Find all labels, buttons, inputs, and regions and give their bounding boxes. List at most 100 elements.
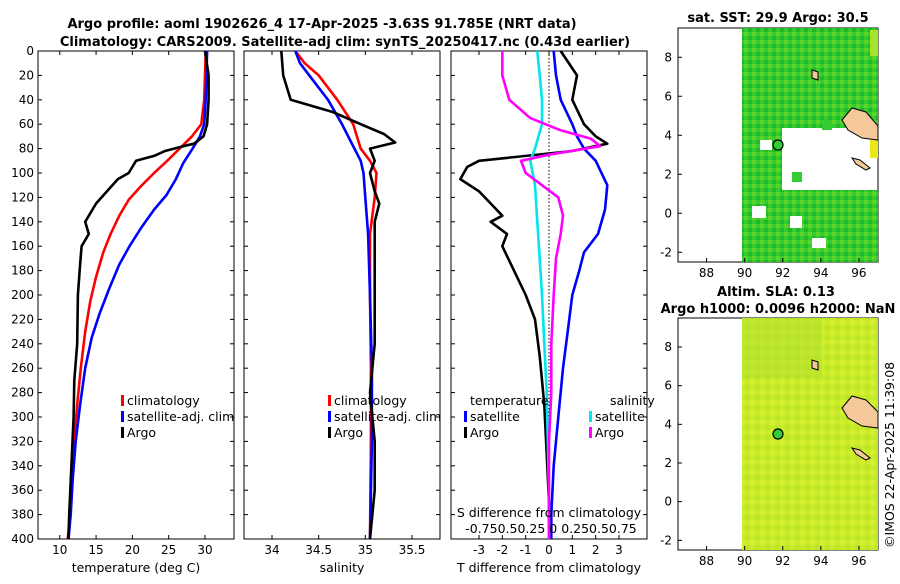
depth-tick-label: 120 [11, 190, 34, 204]
depth-tick-label: 240 [11, 337, 34, 351]
legend-label: Argo [470, 425, 499, 440]
depth-tick-label: 80 [19, 142, 34, 156]
map-lon-label: 90 [737, 266, 752, 280]
map-lat-label: 8 [664, 50, 672, 64]
map-lat-label: -2 [660, 245, 672, 259]
sla-field-shade [742, 318, 822, 378]
imos-timestamp: ©IMOS 22-Apr-2025 11:39:08 [882, 362, 897, 548]
depth-tick-label: 140 [11, 215, 34, 229]
legend-label: Argo [127, 425, 156, 440]
x-tick-label: 30 [197, 543, 212, 557]
sst-field [742, 28, 878, 262]
figure-title-line2: Climatology: CARS2009. Satellite-adj cli… [60, 35, 630, 50]
legend-swatch [464, 411, 467, 422]
map-lat-label: 6 [664, 89, 672, 103]
sla-map-axes: 88 90 92 94 96 -2 0 2 4 6 8 [660, 340, 867, 568]
map-lat-label: -2 [660, 533, 672, 547]
depth-tick-label: 40 [19, 93, 34, 107]
legend-label: satellite [595, 409, 645, 424]
legend-title-salinity: salinity [610, 393, 655, 408]
sumatra-coast [841, 107, 879, 141]
sst-patch [870, 140, 878, 158]
map-lon-label: 92 [775, 266, 790, 280]
salinity-x-axis: 34 34.5 35 35.5 [264, 51, 425, 557]
map-lon-label: 94 [813, 266, 828, 280]
legend-label: climatology [334, 393, 407, 408]
depth-tick-label: 360 [11, 483, 34, 497]
depth-tick-label: 320 [11, 434, 34, 448]
sst-patch [792, 172, 802, 182]
depth-tick-label: 260 [11, 361, 34, 375]
series-line-argo [280, 50, 397, 540]
depth-tick-label: 200 [11, 288, 34, 302]
x-tick-label: -1 [520, 543, 532, 557]
series-line-satellite-adj-clim [294, 50, 374, 540]
series-line-satellite-adj-clim [67, 50, 209, 540]
sst-field-west [742, 128, 782, 262]
sst-patch [870, 30, 878, 56]
temperature-panel: 0 20 40 60 80 100 120 140 160 180 200 220 240 260 280 3… [11, 44, 235, 575]
depth-tick-label: 180 [11, 264, 34, 278]
x-tick-label: 1 [569, 543, 577, 557]
x-tick-label: -3 [473, 543, 485, 557]
argo-location-marker [772, 428, 784, 440]
series-line-t-satellite [550, 50, 609, 539]
sst-map-axes: 88 90 92 94 96 -2 0 2 4 6 8 [660, 50, 867, 280]
series-line-climatology [66, 50, 207, 540]
legend-swatch [121, 395, 124, 406]
x-tick-label: 34.5 [305, 543, 332, 557]
map-lon-label: 88 [699, 554, 714, 568]
s-difference-label: S difference from climatology [457, 505, 642, 520]
series-line-s-satellite [529, 50, 551, 539]
map-lat-label: 2 [664, 456, 672, 470]
depth-tick-label: 380 [11, 508, 34, 522]
s-difference-ticks: -0.750.50.25 0 0.250.50.75 [465, 521, 637, 536]
x-tick-label: -2 [496, 543, 508, 557]
legend-swatch [328, 411, 331, 422]
map-lat-label: 8 [664, 340, 672, 354]
x-tick-label: 10 [52, 543, 67, 557]
map-lon-label: 88 [699, 266, 714, 280]
depth-tick-label: 340 [11, 459, 34, 473]
sst-patch [822, 120, 832, 130]
legend-swatch [121, 411, 124, 422]
difference-depth-ticks [451, 50, 647, 540]
legend-title-temperature: temperature [470, 393, 549, 408]
map-lon-label: 90 [737, 554, 752, 568]
legend-label: Argo [595, 425, 624, 440]
map-lat-label: 6 [664, 379, 672, 393]
depth-tick-label: 60 [19, 117, 34, 131]
difference-panel: -3 -2 -1 0 1 2 3 T difference from climatology… [450, 50, 655, 575]
series-line-argo [67, 50, 210, 540]
map-lon-label: 94 [813, 554, 828, 568]
legend-label: climatology [127, 393, 200, 408]
island-outline [811, 69, 819, 81]
x-tick-label: 15 [88, 543, 103, 557]
map-lon-label: 96 [851, 554, 866, 568]
temperature-series [66, 50, 210, 540]
x-tick-label: 20 [125, 543, 140, 557]
map-lat-label: 0 [664, 495, 672, 509]
map-lat-label: 4 [664, 417, 672, 431]
island-outline [850, 157, 871, 171]
map-lon-label: 92 [775, 554, 790, 568]
depth-axis: 0 20 40 60 80 100 120 140 160 180 200 220 240 260 280 3… [11, 44, 234, 546]
sumatra-coast [841, 395, 879, 429]
x-tick-label: 3 [615, 543, 623, 557]
x-tick-label: 25 [161, 543, 176, 557]
series-line-s-argo [501, 51, 602, 539]
sst-cloud-gap [752, 206, 766, 218]
map-lat-label: 0 [664, 206, 672, 220]
sla-map-title-line2: Argo h1000: 0.0096 h2000: NaN [661, 302, 896, 317]
salinity-panel: 34 34.5 35 35.5 salinity climatologysatelli… [243, 50, 441, 575]
island-outline [811, 359, 819, 371]
depth-tick-label: 0 [26, 44, 34, 58]
legend-swatch [589, 411, 592, 422]
legend-swatch [589, 427, 592, 438]
depth-tick-label: 160 [11, 239, 34, 253]
depth-tick-label: 100 [11, 166, 34, 180]
island-outline [850, 447, 871, 461]
map-lat-label: 4 [664, 128, 672, 142]
